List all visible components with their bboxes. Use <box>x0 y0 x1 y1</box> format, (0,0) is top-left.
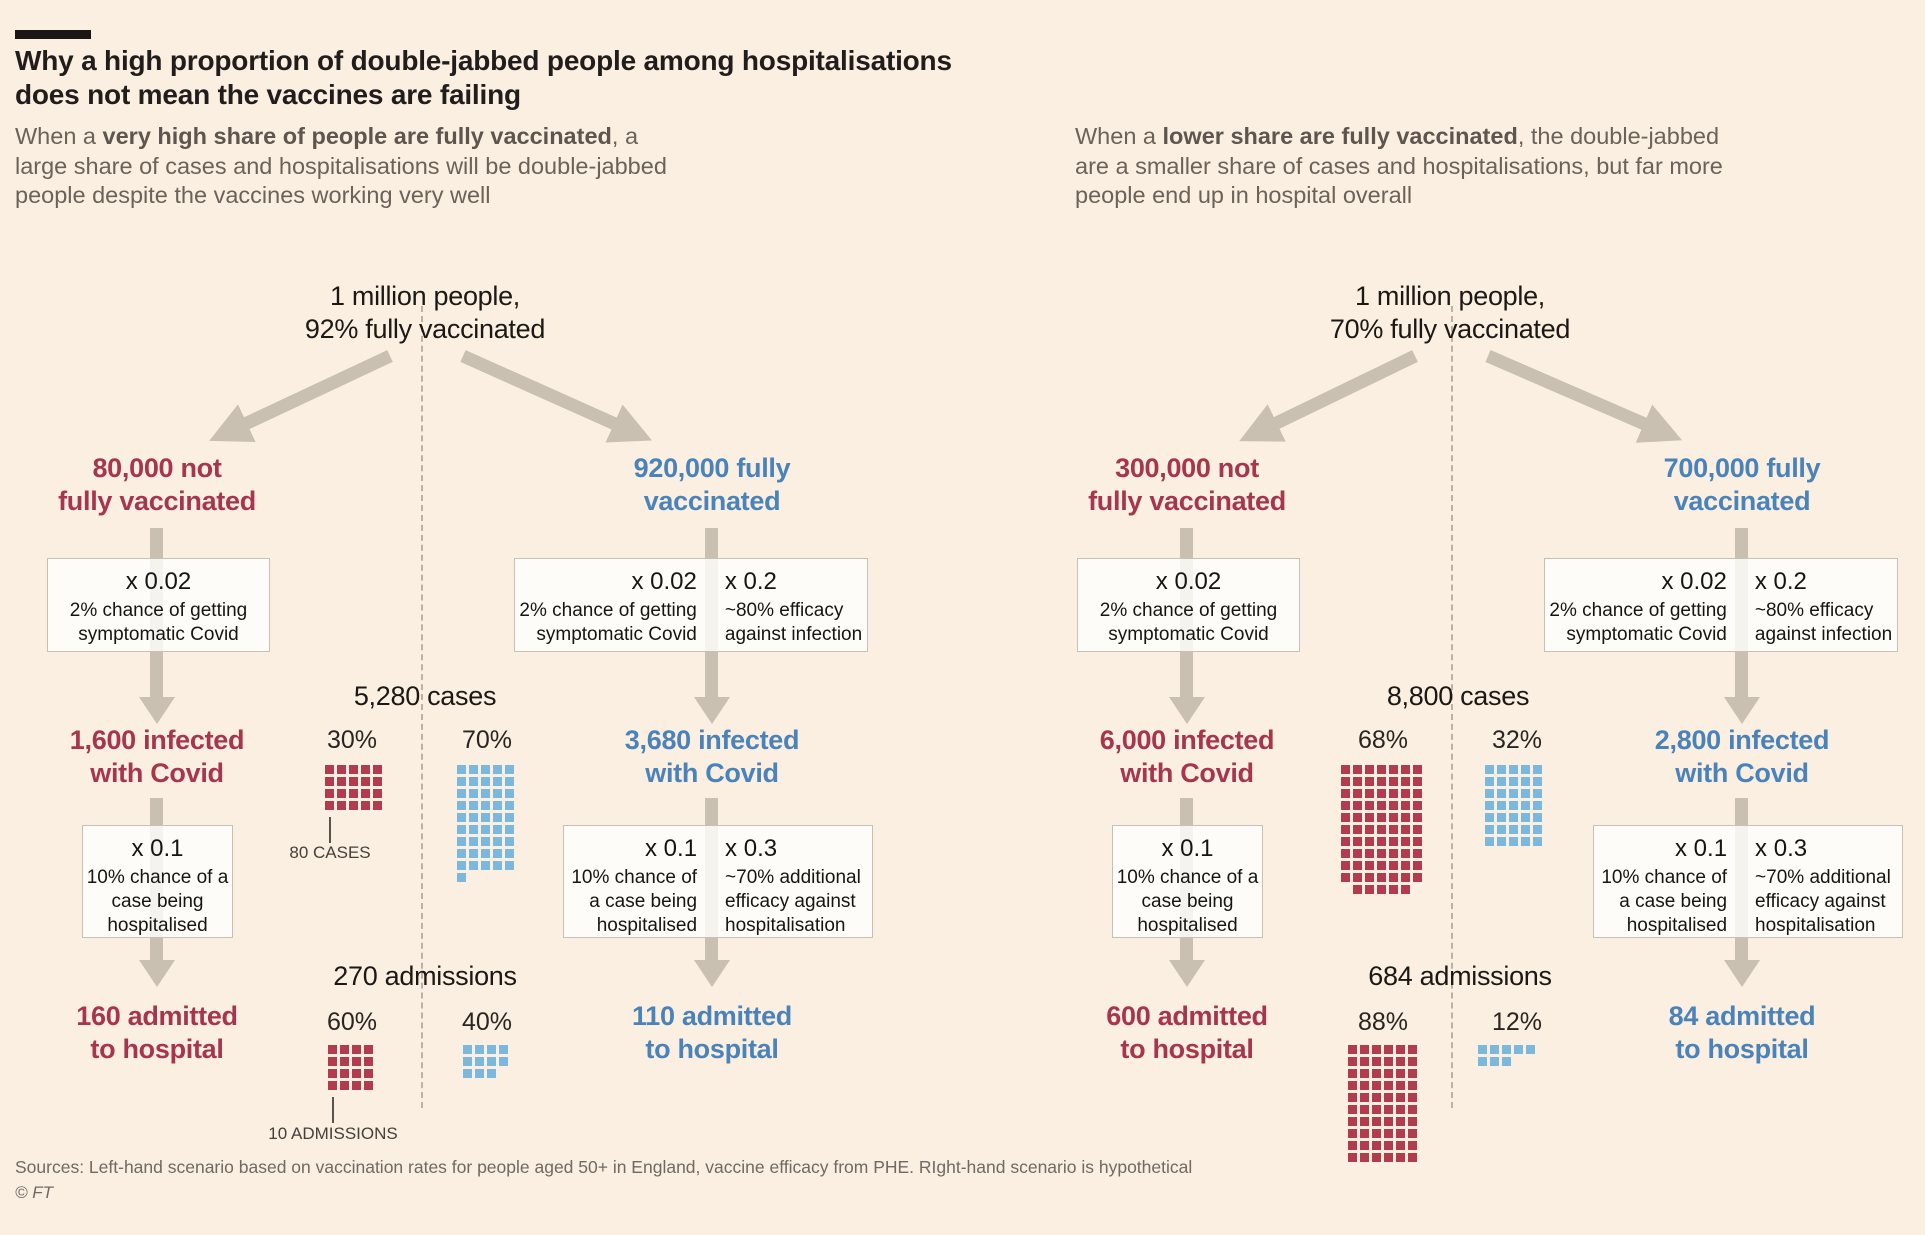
multiplier-desc: ~70% additional efficacy against hospita… <box>725 867 861 936</box>
vaccinated-count-node: 920,000 fully vaccinated <box>633 453 791 516</box>
admissions-title: 684 admissions <box>1368 961 1552 991</box>
vaccinated-admitted-node: 84 admitted to hospital <box>1668 1001 1816 1064</box>
population-node: 1 million people, 70% fully vaccinated <box>1329 281 1571 344</box>
multiplier-label: x 0.3 <box>1755 835 1808 862</box>
vaccinated-infected-node: 3,680 infected with Covid <box>624 725 800 788</box>
flow-arrow-head <box>694 697 730 724</box>
admissions-scale-label: 10 ADMISSIONS <box>268 1124 398 1143</box>
vax-infection-rate-box: x 0.02 2% chance of getting symptomatic … <box>1544 558 1898 652</box>
multiplier-label: x 0.02 <box>1155 568 1222 595</box>
multiplier-label: x 0.1 <box>131 835 184 862</box>
vaccinated-admitted-node: 110 admitted to hospital <box>632 1001 792 1064</box>
cases-waffle-vaccinated <box>457 765 517 885</box>
cases-pct-vaccinated: 32% <box>1491 726 1543 754</box>
multiplier-label: x 0.3 <box>725 835 778 862</box>
multiplier-desc: 2% chance of getting symptomatic Covid <box>69 600 248 645</box>
admissions-waffle-vaccinated <box>463 1045 511 1081</box>
multiplier-label: x 0.2 <box>724 568 777 595</box>
multiplier-label: x 0.1 <box>1675 835 1728 862</box>
flow-arrow-head <box>1724 960 1760 987</box>
arrow-to-unvaccinated <box>209 350 393 442</box>
scenario-low-vax: 1 million people, 70% fully vaccinated 3… <box>1030 0 1925 1235</box>
cases-pct-unvaccinated: 30% <box>326 726 378 754</box>
divider-dashed-line <box>1451 306 1453 1108</box>
page-title: Why a high proportion of double-jabbed p… <box>15 45 952 110</box>
scenario-high-vax: 1 million people, 92% fully vaccinated 8… <box>0 0 900 1235</box>
cases-scale-label: 80 CASES <box>289 843 371 862</box>
unvax-hospitalisation-rate-box: x 0.1 10% chance of a case being hospita… <box>82 825 233 938</box>
flow-arrow-head <box>1169 697 1205 724</box>
multiplier-label: x 0.02 <box>125 568 192 595</box>
arrow-to-vaccinated <box>1485 350 1683 443</box>
multiplier-desc: ~70% additional efficacy against hospita… <box>1755 867 1891 936</box>
admissions-waffle-unvaccinated <box>328 1045 376 1093</box>
cases-pct-unvaccinated: 68% <box>1357 726 1409 754</box>
intro-right: When a lower share are fully vaccinated,… <box>1075 123 1723 208</box>
cases-title: 8,800 cases <box>1386 681 1530 711</box>
multiplier-desc: 10% chance of a case being hospitalised <box>571 867 698 936</box>
multiplier-desc: 10% chance of a case being hospitalised <box>1116 867 1259 936</box>
population-node: 1 million people, 92% fully vaccinated <box>304 281 546 344</box>
flow-arrow-head <box>694 960 730 987</box>
unvaccinated-count-node: 300,000 not fully vaccinated <box>1088 453 1286 516</box>
multiplier-desc: 2% chance of getting symptomatic Covid <box>1099 600 1278 645</box>
multiplier-desc: 10% chance of a case being hospitalised <box>86 867 229 936</box>
unvaccinated-infected-node: 1,600 infected with Covid <box>69 725 245 788</box>
unvax-infection-rate-box: x 0.02 2% chance of getting symptomatic … <box>1077 558 1300 652</box>
arrow-to-vaccinated <box>460 350 652 443</box>
admissions-scale-annotation-line <box>332 1097 334 1123</box>
multiplier-desc: 2% chance of getting symptomatic Covid <box>519 600 697 645</box>
admissions-pct-unvaccinated: 60% <box>326 1008 378 1036</box>
multiplier-desc: ~80% efficacy against infection <box>1754 600 1893 645</box>
multiplier-desc: 10% chance of a case being hospitalised <box>1601 867 1728 936</box>
flow-arrow-head <box>1724 697 1760 724</box>
cases-scale-annotation-line <box>329 817 331 843</box>
admissions-pct-vaccinated: 12% <box>1491 1008 1543 1036</box>
multiplier-label: x 0.1 <box>1161 835 1214 862</box>
multiplier-desc: 2% chance of getting symptomatic Covid <box>1549 600 1727 645</box>
source-note: Sources: Left-hand scenario based on vac… <box>15 1157 1193 1177</box>
cases-pct-vaccinated: 70% <box>461 726 513 754</box>
admissions-pct-unvaccinated: 88% <box>1357 1008 1409 1036</box>
branch-arrows <box>1239 350 1683 443</box>
unvaccinated-count-node: 80,000 not fully vaccinated <box>58 453 256 516</box>
flow-arrow-head <box>139 697 175 724</box>
flow-arrow-head <box>1169 960 1205 987</box>
divider-dashed-line <box>421 306 423 1108</box>
admissions-title: 270 admissions <box>333 961 517 991</box>
vaccinated-count-node: 700,000 fully vaccinated <box>1663 453 1821 516</box>
admissions-waffle-vaccinated <box>1478 1045 1538 1069</box>
unvaccinated-admitted-node: 600 admitted to hospital <box>1106 1001 1268 1064</box>
intro-left: When a very high share of people are ful… <box>15 123 667 208</box>
branch-arrows <box>209 350 652 443</box>
cases-waffle-unvaccinated <box>325 765 385 813</box>
admissions-waffle-unvaccinated <box>1348 1045 1420 1165</box>
arrow-to-unvaccinated <box>1239 350 1418 442</box>
ft-motif-bar <box>15 30 91 39</box>
multiplier-label: x 0.2 <box>1754 568 1807 595</box>
multiplier-label: x 0.1 <box>645 835 698 862</box>
unvax-hospitalisation-rate-box: x 0.1 10% chance of a case being hospita… <box>1112 825 1263 938</box>
vax-infection-rate-box: x 0.02 2% chance of getting symptomatic … <box>514 558 868 652</box>
unvax-infection-rate-box: x 0.02 2% chance of getting symptomatic … <box>47 558 270 652</box>
multiplier-label: x 0.02 <box>631 568 697 595</box>
cases-title: 5,280 cases <box>353 681 497 711</box>
multiplier-desc: ~80% efficacy against infection <box>724 600 863 645</box>
vaccinated-infected-node: 2,800 infected with Covid <box>1654 725 1830 788</box>
admissions-pct-vaccinated: 40% <box>461 1008 513 1036</box>
ft-copyright: © FT <box>15 1183 54 1202</box>
flow-arrow-head <box>139 960 175 987</box>
cases-waffle-vaccinated <box>1485 765 1545 849</box>
vax-hospitalisation-rate-box: x 0.1 10% chance of a case being hospita… <box>1593 825 1903 938</box>
unvaccinated-admitted-node: 160 admitted to hospital <box>76 1001 238 1064</box>
multiplier-label: x 0.02 <box>1661 568 1727 595</box>
vax-hospitalisation-rate-box: x 0.1 10% chance of a case being hospita… <box>563 825 873 938</box>
unvaccinated-infected-node: 6,000 infected with Covid <box>1099 725 1275 788</box>
cases-waffle-unvaccinated <box>1341 765 1425 897</box>
